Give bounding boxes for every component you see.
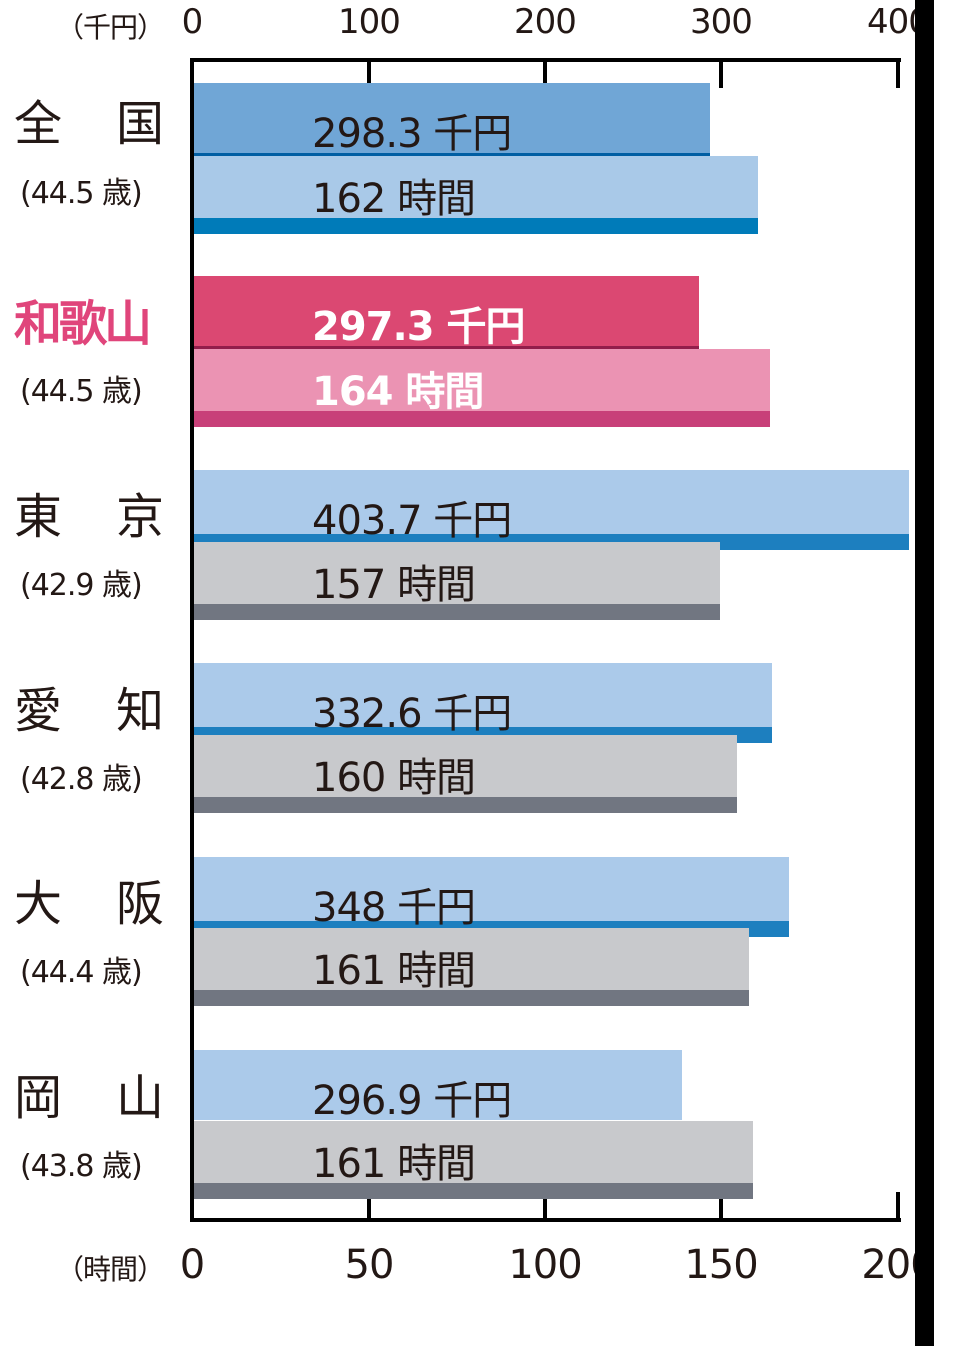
bar-money-label: 296.9 千円 — [312, 1078, 512, 1124]
top-tick-0: 0 — [181, 2, 204, 42]
bar-money-label: 298.3 千円 — [312, 111, 512, 157]
bar-hours-wakayama: 164 時間 — [194, 349, 770, 427]
bar-hours-label: 164 時間 — [312, 369, 484, 415]
bar-hours-label: 157 時間 — [312, 562, 476, 608]
bar-hours-tokyo: 157 時間 — [194, 542, 720, 620]
region-name-aichi: 愛知 — [14, 683, 164, 739]
top-tick-mark-100 — [367, 58, 371, 88]
top-axis-unit: （千円） — [56, 11, 165, 44]
bar-money-label: 403.7 千円 — [312, 498, 512, 544]
region-name-wakayama: 和歌山 — [14, 296, 152, 352]
bottom-tick-mark-100 — [543, 1198, 547, 1220]
bottom-tick-150: 150 — [684, 1242, 758, 1288]
bar-hours-aichi: 160 時間 — [194, 735, 737, 813]
bottom-tick-100: 100 — [508, 1242, 582, 1288]
bottom-axis-line — [190, 1218, 901, 1222]
region-name-tokyo: 東京 — [14, 489, 164, 545]
bar-hours-osaka: 161 時間 — [194, 928, 749, 1006]
bar-hours-label: 160 時間 — [312, 755, 476, 801]
top-tick-100: 100 — [338, 2, 401, 42]
bar-money-national: 298.3 千円 — [194, 83, 710, 163]
right-edge-border — [915, 0, 934, 1346]
bar-money-tokyo: 403.7 千円 — [194, 470, 909, 550]
top-tick-mark-200 — [543, 58, 547, 88]
bottom-tick-0: 0 — [179, 1242, 205, 1288]
region-name-national: 全国 — [14, 96, 164, 152]
bar-hours-label: 162 時間 — [312, 176, 476, 222]
bar-money-wakayama: 297.3 千円 — [194, 276, 699, 356]
bar-money-label: 332.6 千円 — [312, 691, 512, 737]
region-age-national: (44.5 歳) — [20, 176, 143, 211]
region-age-aichi: (42.8 歳) — [20, 762, 143, 797]
bar-hours-label: 161 時間 — [312, 1141, 476, 1187]
region-name-osaka: 大阪 — [14, 876, 164, 932]
bar-money-okayama: 296.9 千円 — [194, 1050, 682, 1130]
bar-money-label: 348 千円 — [312, 885, 476, 931]
left-axis-line — [190, 58, 194, 1222]
top-tick-mark-300 — [719, 58, 723, 88]
top-tick-200: 200 — [514, 2, 577, 42]
bottom-tick-mark-150 — [719, 1198, 723, 1220]
region-age-tokyo: (42.9 歳) — [20, 568, 143, 603]
region-age-osaka: (44.4 歳) — [20, 955, 143, 990]
bar-hours-label: 161 時間 — [312, 948, 476, 994]
bar-hours-okayama: 161 時間 — [194, 1121, 753, 1199]
region-name-okayama: 岡山 — [14, 1070, 164, 1126]
bar-money-osaka: 348 千円 — [194, 857, 789, 937]
bottom-axis-unit: （時間） — [56, 1253, 165, 1286]
top-tick-mark-400 — [896, 58, 900, 88]
top-tick-300: 300 — [690, 2, 753, 42]
bottom-tick-mark-50 — [367, 1198, 371, 1220]
bottom-tick-mark-200 — [896, 1192, 900, 1220]
region-age-okayama: (43.8 歳) — [20, 1149, 143, 1184]
bottom-tick-50: 50 — [344, 1242, 395, 1288]
region-age-wakayama: (44.5 歳) — [20, 374, 143, 409]
bar-money-label: 297.3 千円 — [312, 304, 525, 350]
bar-hours-national: 162 時間 — [194, 156, 758, 234]
bar-money-aichi: 332.6 千円 — [194, 663, 772, 743]
